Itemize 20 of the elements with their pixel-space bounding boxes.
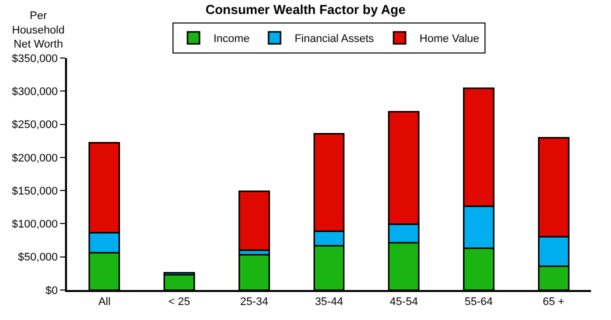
- x-tick-label: < 25: [168, 296, 190, 308]
- x-tick-label: All: [98, 296, 111, 308]
- y-tick-label: $300,000: [12, 86, 58, 98]
- y-tick-label: $50,000: [18, 252, 58, 264]
- x-tick-label: 35-44: [314, 296, 344, 308]
- x-tick-label: 45-54: [390, 296, 418, 308]
- x-tick-label: 55-64: [464, 296, 493, 308]
- y-tick-label: $250,000: [12, 119, 58, 132]
- chart-title: Consumer Wealth Factor by Age: [205, 2, 406, 17]
- legend-label: Income: [214, 33, 250, 46]
- y-axis-title: Per Household Net Worth: [12, 10, 65, 51]
- y-tick-label: $200,000: [12, 152, 58, 164]
- x-tick-label: 25-34: [240, 296, 268, 308]
- legend-label: Home Value: [420, 33, 480, 46]
- y-tick-label: $150,000: [12, 185, 58, 198]
- x-tick-label: 65 +: [542, 296, 564, 308]
- y-tick-label: $0: [46, 284, 58, 297]
- y-tick-label: $350,000: [12, 52, 58, 65]
- legend-label: Financial Assets: [294, 33, 375, 46]
- y-tick-label: $100,000: [12, 218, 58, 231]
